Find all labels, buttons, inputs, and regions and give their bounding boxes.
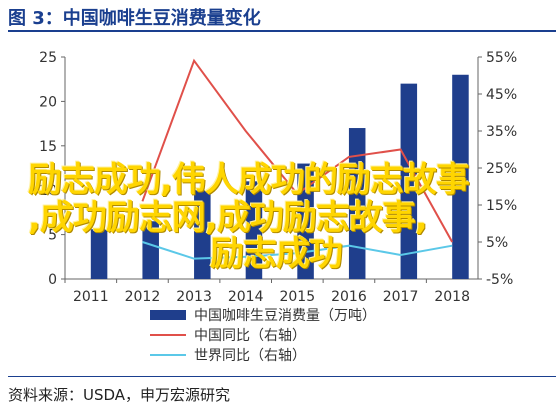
watermark-line-3: 励志成功 — [210, 234, 343, 274]
x-tick-label: 2015 — [279, 289, 315, 305]
left-tick-label: 5 — [48, 228, 57, 244]
left-tick-label: 15 — [39, 139, 57, 155]
right-tick-label: 35% — [486, 124, 517, 140]
bar — [245, 181, 263, 279]
right-tick-label: 15% — [486, 198, 517, 214]
bar — [452, 74, 469, 279]
left-tick-label: 20 — [39, 94, 57, 110]
left-tick-label: 10 — [39, 183, 57, 199]
source-note: 资料来源：USDA，申万宏源研究 — [8, 386, 231, 404]
x-tick-label: 2012 — [125, 289, 161, 305]
right-tick-label: 55% — [486, 50, 517, 66]
right-tick-label: 25% — [486, 161, 517, 177]
chart-title: 图 3：中国咖啡生豆消费量变化 — [8, 8, 261, 29]
watermark-line-2: ,成功励志网,成功励志故事, — [28, 198, 428, 238]
bar — [400, 83, 418, 279]
right-tick-label: 45% — [486, 87, 517, 103]
x-tick-label: 2017 — [383, 289, 419, 305]
x-tick-label: 2013 — [176, 289, 212, 305]
x-tick-label: 2011 — [73, 289, 109, 305]
source-divider — [8, 376, 556, 377]
bar — [348, 128, 366, 279]
x-tick-label: 2014 — [228, 289, 264, 305]
bar — [142, 221, 159, 279]
left-tick-label: 25 — [39, 50, 57, 66]
bar — [194, 190, 211, 279]
legend-swatch-bar — [150, 310, 186, 320]
left-tick-label: 0 — [48, 272, 57, 288]
world-yoy-line — [142, 241, 453, 260]
legend-label: 中国咖啡生豆消费量（万吨） — [194, 308, 376, 324]
bar — [90, 229, 108, 279]
china-yoy-line — [141, 58, 454, 243]
right-tick-label: -5% — [486, 272, 513, 288]
x-tick-label: 2018 — [434, 289, 470, 305]
bar — [297, 163, 314, 279]
legend-label: 世界同比（右轴） — [194, 348, 306, 364]
x-tick-label: 2016 — [331, 289, 367, 305]
legend-label: 中国同比（右轴） — [194, 328, 306, 344]
title-divider — [8, 30, 556, 32]
watermark-line-1: 励志成功,伟人成功的励志故事 — [28, 160, 470, 200]
right-tick-label: 5% — [486, 235, 508, 251]
